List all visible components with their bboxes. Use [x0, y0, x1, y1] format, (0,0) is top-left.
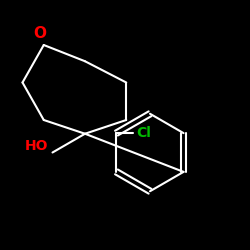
Text: Cl: Cl [136, 126, 152, 140]
Text: HO: HO [24, 139, 48, 153]
Text: O: O [34, 26, 46, 41]
